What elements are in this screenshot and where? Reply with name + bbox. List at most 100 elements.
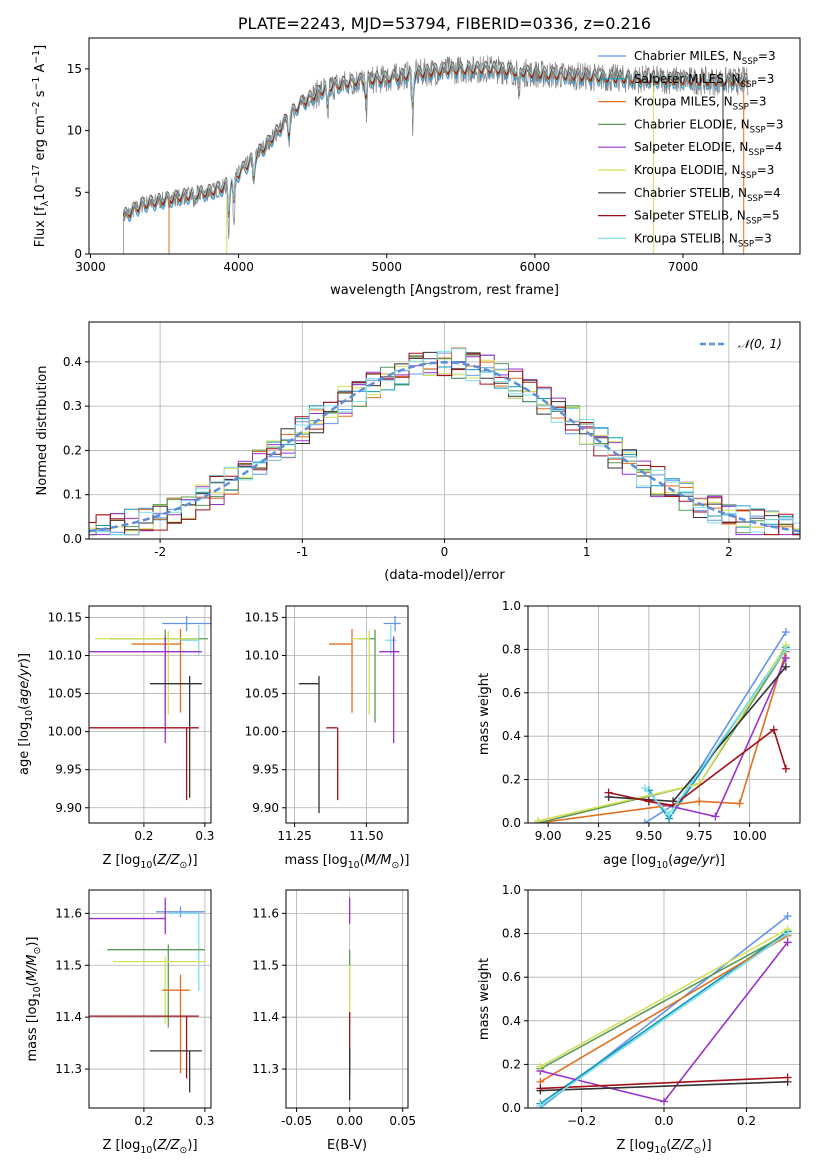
x-tick-label: 0.0 — [654, 1114, 673, 1128]
mass-weight-line — [540, 1076, 788, 1090]
y-tick-label: 10 — [67, 124, 82, 138]
y-tick-label: 0.1 — [63, 488, 82, 502]
model-fit-line — [122, 61, 749, 215]
mass-weight-marker — [781, 662, 790, 671]
residual-histogram — [89, 354, 800, 536]
mass-weight-marker — [660, 1097, 668, 1106]
plot-area — [536, 912, 792, 1108]
x-tick-label: 3000 — [75, 260, 106, 274]
x-tick-label: 0.05 — [389, 1114, 416, 1128]
plot-weight-vs-age: 9.00 9.25 9.50 9.75 10.00 0.0 0.2 0.4 0.6 0.8 1.0 — [502, 599, 801, 843]
y-tick-label: 10.00 — [48, 725, 82, 739]
x-tick-label: 0.00 — [336, 1114, 363, 1128]
y-tick-label: 0.0 — [502, 816, 521, 830]
mass-weight-line — [539, 935, 789, 1083]
y-tick-label: 10.15 — [245, 610, 279, 624]
y-tick-label: 0.4 — [63, 355, 82, 369]
legend-label: Chabrier MILES, NSSP=3 — [634, 49, 776, 67]
axes-frame — [527, 605, 801, 824]
y-tick-label: 10.00 — [245, 725, 279, 739]
x-tick-label: 0 — [441, 545, 449, 559]
plot-age-vs-mass: 11.25 11.50 9.90 9.95 10.00 10.05 10.10 10.15 — [245, 605, 409, 843]
y-tick-label: 0.4 — [502, 1014, 521, 1028]
mass-weight-marker — [665, 810, 674, 819]
y-axis-label: mass weight — [477, 958, 492, 1040]
x-tick-label: 10.00 — [732, 829, 766, 843]
mass-weight-marker — [769, 725, 778, 734]
mass-weight-marker — [536, 1101, 545, 1108]
axes-frame — [88, 605, 212, 824]
y-tick-label: 10.05 — [48, 687, 82, 701]
y-axis-label: mass [log10(M/M⊙)] — [25, 937, 43, 1062]
legend: Chabrier MILES, NSSP=3 Salpeter MILES, NS… — [598, 49, 783, 249]
x-axis-label: age [log10(age/yr)] — [603, 853, 725, 871]
mass-weight-marker — [695, 797, 704, 806]
plot-spectrum: 3000 4000 5000 6000 7000 0 5 10 15 — [67, 37, 801, 274]
plot-age-vs-Z: 0.2 0.3 9.90 9.95 10.00 10.05 10.10 10.15 — [48, 605, 214, 843]
legend-label: Salpeter MILES, NSSP=3 — [634, 72, 774, 90]
x-tick-label: 0.2 — [134, 829, 153, 843]
mass-weight-marker — [735, 799, 744, 808]
y-tick-label: 1.0 — [502, 883, 521, 897]
legend-label: Chabrier STELIB, NSSP=4 — [634, 186, 781, 204]
y-axis-label: mass weight — [477, 673, 492, 755]
x-tick-label: 11.25 — [277, 829, 311, 843]
x-tick-label: 4000 — [223, 260, 254, 274]
legend-label: Kroupa MILES, NSSP=3 — [634, 95, 767, 113]
x-axis-label: Z [log10(Z/Z⊙)] — [102, 1138, 197, 1156]
mass-weight-marker — [604, 788, 613, 797]
legend-label: Kroupa STELIB, NSSP=3 — [634, 231, 772, 249]
y-tick-label: 10.05 — [245, 687, 279, 701]
normal-curve — [89, 361, 800, 533]
plot-area — [89, 897, 205, 1093]
x-tick-label: 6000 — [520, 260, 551, 274]
axes-frame — [88, 889, 212, 1109]
y-axis-label: Normed distribution — [35, 366, 50, 496]
y-tick-label: 10.10 — [48, 648, 82, 662]
y-axis-label: Flux [fλ10−17 erg cm−2 s−1 A−1] — [31, 45, 51, 247]
residual-histogram — [89, 355, 800, 536]
mass-weight-line — [648, 646, 787, 821]
y-tick-label: 5 — [74, 185, 82, 199]
y-tick-label: 11.4 — [252, 1010, 279, 1024]
x-axis-label: mass [log10(M/M⊙)] — [285, 853, 410, 871]
plot-area — [89, 347, 800, 536]
y-tick-label: 15 — [67, 62, 82, 76]
mass-weight-marker — [711, 812, 720, 821]
x-tick-label: −0.2 — [567, 1114, 596, 1128]
mass-weight-marker — [783, 929, 792, 938]
mass-weight-marker — [534, 816, 543, 823]
plot-area — [298, 615, 401, 814]
plot-residuals: -2 -1 0 1 2 0.0 0.1 0.2 0.3 0.4 — [63, 321, 801, 559]
y-tick-label: 0.6 — [502, 686, 521, 700]
legend-label: Salpeter STELIB, NSSP=5 — [634, 209, 780, 227]
mass-weight-line — [539, 932, 789, 1107]
plot-area — [534, 628, 790, 823]
x-tick-label: 0.2 — [134, 1114, 153, 1128]
x-tick-label: 1 — [583, 545, 591, 559]
axes-frame — [88, 37, 801, 255]
x-tick-label: 0.3 — [195, 1114, 214, 1128]
mass-weight-marker — [536, 1084, 545, 1093]
mass-weight-marker — [781, 645, 790, 654]
y-tick-label: 11.3 — [252, 1062, 279, 1076]
y-tick-label: 0.3 — [63, 399, 82, 413]
y-tick-label: 0.2 — [502, 773, 521, 787]
mass-weight-line — [540, 928, 788, 1068]
residual-histogram — [89, 352, 800, 536]
mass-weight-marker — [644, 797, 653, 806]
y-tick-label: 0.4 — [502, 729, 521, 743]
y-tick-label: 9.95 — [55, 763, 82, 777]
legend-label: Salpeter ELODIE, NSSP=4 — [634, 140, 782, 158]
x-axis-label: E(B-V) — [327, 1138, 367, 1153]
mass-weight-line — [537, 644, 787, 822]
y-tick-label: 11.6 — [55, 906, 82, 920]
x-axis-label: Z [log10(Z/Z⊙)] — [616, 1138, 711, 1156]
y-tick-label: 0.8 — [502, 927, 521, 941]
mass-weight-marker — [536, 1062, 545, 1071]
x-tick-label: 9.25 — [585, 829, 612, 843]
mass-weight-marker — [781, 628, 790, 637]
x-tick-label: 2 — [725, 545, 733, 559]
y-tick-label: 9.95 — [252, 763, 279, 777]
